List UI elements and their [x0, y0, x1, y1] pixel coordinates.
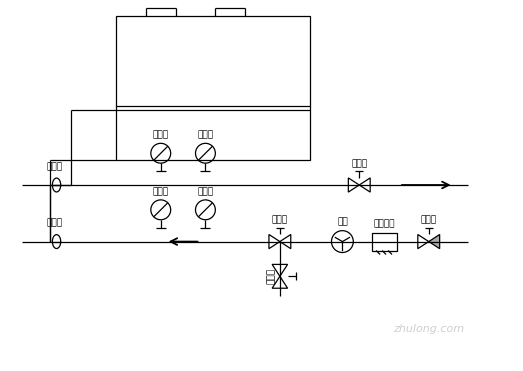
- Text: 温度表: 温度表: [197, 130, 213, 139]
- Ellipse shape: [52, 178, 61, 192]
- Text: 管接头: 管接头: [47, 162, 63, 171]
- Ellipse shape: [52, 234, 61, 249]
- Text: 调节阀: 调节阀: [272, 216, 288, 224]
- Text: 压力表: 压力表: [153, 187, 169, 196]
- Text: 水过滤器: 水过滤器: [373, 220, 395, 229]
- Text: 温度表: 温度表: [197, 187, 213, 196]
- Text: 管接头: 管接头: [47, 219, 63, 228]
- Text: 维修阀: 维修阀: [420, 216, 437, 224]
- Text: 水泵: 水泵: [337, 218, 348, 227]
- Bar: [372, 233, 397, 250]
- Text: 排水管: 排水管: [267, 268, 276, 285]
- Text: 压力表: 压力表: [153, 130, 169, 139]
- Text: zhulong.com: zhulong.com: [393, 324, 464, 334]
- Bar: [116, 16, 310, 160]
- Text: 维修阀: 维修阀: [351, 159, 367, 168]
- Polygon shape: [429, 234, 440, 249]
